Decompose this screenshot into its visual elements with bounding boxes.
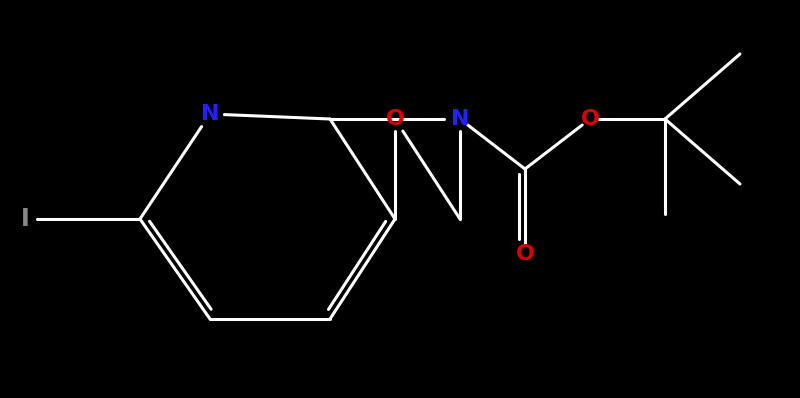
Text: N: N [450,109,470,129]
Text: I: I [21,207,30,231]
Text: O: O [581,109,599,129]
Text: O: O [515,244,534,264]
Text: O: O [386,109,405,129]
Text: N: N [201,104,219,124]
